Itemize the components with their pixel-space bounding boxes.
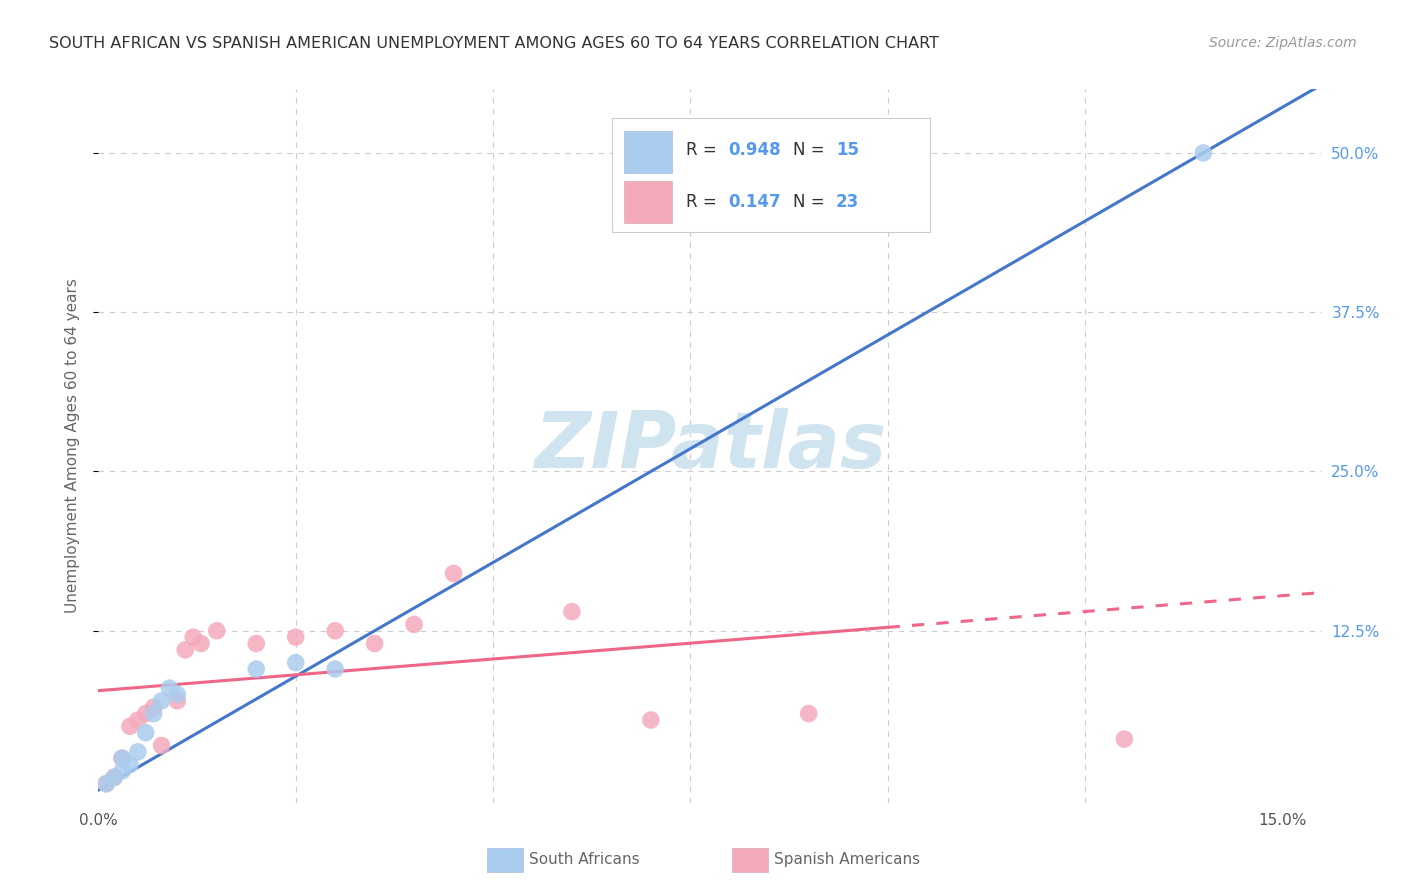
Text: 0.948: 0.948 bbox=[728, 141, 780, 159]
Text: SOUTH AFRICAN VS SPANISH AMERICAN UNEMPLOYMENT AMONG AGES 60 TO 64 YEARS CORRELA: SOUTH AFRICAN VS SPANISH AMERICAN UNEMPL… bbox=[49, 36, 939, 51]
Point bbox=[363, 636, 385, 650]
Y-axis label: Unemployment Among Ages 60 to 64 years: Unemployment Among Ages 60 to 64 years bbox=[65, 278, 80, 614]
FancyBboxPatch shape bbox=[488, 847, 523, 872]
FancyBboxPatch shape bbox=[612, 118, 931, 232]
Text: 23: 23 bbox=[837, 193, 859, 211]
Text: N =: N = bbox=[793, 141, 830, 159]
Point bbox=[190, 636, 212, 650]
Point bbox=[181, 630, 204, 644]
Point bbox=[142, 700, 165, 714]
Text: N =: N = bbox=[793, 193, 830, 211]
Point bbox=[323, 662, 346, 676]
Point bbox=[111, 751, 134, 765]
Point bbox=[404, 617, 426, 632]
Point bbox=[127, 713, 149, 727]
FancyBboxPatch shape bbox=[733, 847, 768, 872]
Point bbox=[142, 706, 165, 721]
Point bbox=[205, 624, 228, 638]
Point bbox=[323, 624, 346, 638]
Point bbox=[245, 636, 267, 650]
Point bbox=[118, 719, 141, 733]
Point bbox=[96, 777, 118, 791]
Point bbox=[166, 688, 188, 702]
Point bbox=[159, 681, 181, 695]
Point bbox=[111, 751, 134, 765]
Text: Spanish Americans: Spanish Americans bbox=[773, 853, 920, 867]
Point bbox=[150, 694, 173, 708]
Text: South Africans: South Africans bbox=[529, 853, 640, 867]
Point bbox=[166, 694, 188, 708]
Point bbox=[127, 745, 149, 759]
Text: ZIPatlas: ZIPatlas bbox=[534, 408, 886, 484]
Point bbox=[118, 757, 141, 772]
FancyBboxPatch shape bbox=[624, 180, 672, 223]
Point bbox=[1114, 732, 1136, 747]
Point bbox=[284, 656, 307, 670]
Point bbox=[135, 706, 157, 721]
Point bbox=[245, 662, 267, 676]
Point bbox=[443, 566, 465, 581]
Point bbox=[640, 713, 662, 727]
Point bbox=[174, 643, 197, 657]
Point bbox=[96, 777, 118, 791]
Point bbox=[150, 739, 173, 753]
Text: Source: ZipAtlas.com: Source: ZipAtlas.com bbox=[1209, 36, 1357, 50]
Text: 15: 15 bbox=[837, 141, 859, 159]
Point bbox=[111, 764, 134, 778]
Point bbox=[561, 605, 583, 619]
Text: R =: R = bbox=[686, 193, 721, 211]
FancyBboxPatch shape bbox=[624, 130, 672, 173]
Point bbox=[135, 725, 157, 739]
Text: R =: R = bbox=[686, 141, 721, 159]
Point bbox=[103, 770, 125, 784]
Point bbox=[284, 630, 307, 644]
Point bbox=[797, 706, 820, 721]
Text: 0.147: 0.147 bbox=[728, 193, 780, 211]
Point bbox=[1192, 145, 1215, 160]
Point bbox=[103, 770, 125, 784]
